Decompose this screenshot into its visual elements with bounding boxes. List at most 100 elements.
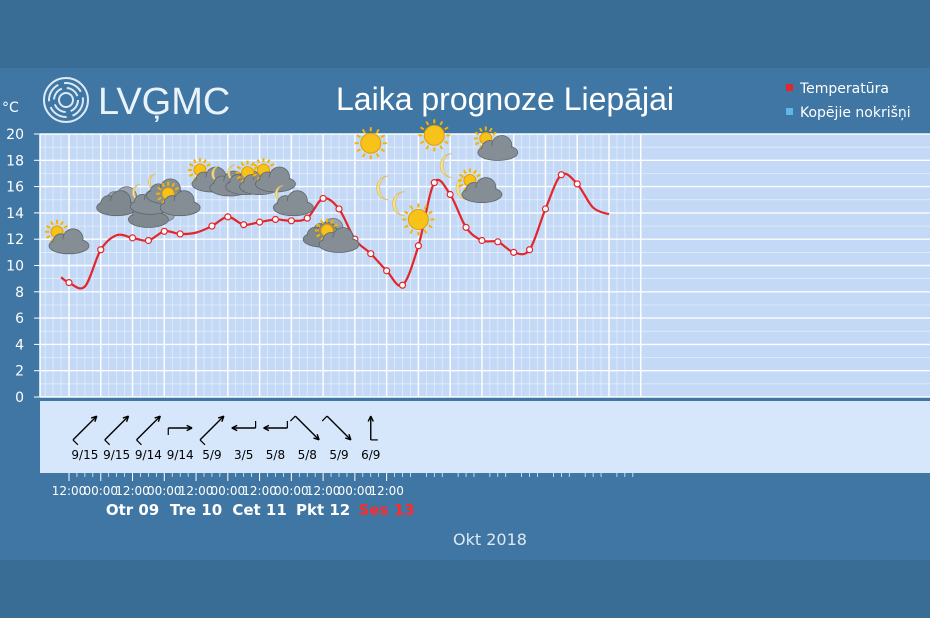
temperature-point (160, 227, 168, 235)
temperature-point (144, 236, 153, 245)
day-label: Otr 09 (106, 501, 159, 519)
wind-indicator: 9/15 (103, 415, 130, 462)
moon-icon (376, 175, 389, 201)
logo-swirl-icon (43, 77, 89, 123)
temperature-point (398, 281, 407, 289)
y-tick-label: 16 (6, 180, 24, 196)
temperature-point (573, 180, 581, 188)
temperature-point (446, 190, 454, 199)
sun-icon (418, 119, 451, 152)
partly-cloudy-day-icon (473, 126, 519, 161)
wind-indicator: 6/9 (361, 415, 380, 462)
legend-swatch-temperature (786, 84, 793, 91)
temperature-point (414, 242, 423, 250)
temperature-point (383, 267, 391, 275)
moon-shape (392, 191, 405, 217)
wind-speed-label: 9/14 (135, 448, 162, 462)
temperature-point (97, 246, 105, 254)
sun-shape (418, 119, 451, 152)
temperature-markers (65, 171, 581, 289)
y-tick-label: 2 (15, 364, 24, 380)
day-label: Tre 10 (170, 501, 222, 519)
y-axis-ticks: 0 2 4 6 8 10 12 14 16 18 20 (6, 127, 40, 406)
partly-cloudy-day-icon (314, 218, 360, 253)
y-tick-label: 4 (15, 337, 24, 353)
legend-swatch-precipitation (786, 108, 793, 115)
wind-arrow-icon (326, 415, 352, 441)
wind-arrow-icon (104, 415, 130, 441)
logo-text: LVĢMC (98, 81, 230, 123)
partly-cloudy-day-icon (45, 219, 90, 255)
wind-speed-label: 5/8 (266, 448, 285, 462)
moon-shape (376, 175, 389, 201)
y-axis-unit: °C (2, 100, 19, 116)
sun-shape (402, 203, 435, 236)
wind-speed-label: 5/9 (202, 448, 221, 462)
wind-speed-label: 9/14 (167, 448, 194, 462)
moon-icon (392, 191, 405, 217)
temperature-point (255, 218, 264, 226)
cloud-shape (96, 190, 138, 217)
legend: Temperatūra Kopējie nokrišņi (786, 81, 911, 121)
x-tick-label: 12:00 (115, 484, 150, 498)
partly-cloudy-day-icon (457, 168, 503, 203)
lvgmc-logo[interactable]: LVĢMC (43, 77, 230, 123)
cloud-shape (318, 227, 360, 253)
x-tick-label: 12:00 (306, 484, 341, 498)
y-tick-label: 18 (6, 153, 24, 169)
legend-label-temperature: Temperatūra (799, 81, 889, 97)
temperature-point (208, 222, 216, 230)
wind-indicator: 5/8 (263, 421, 288, 462)
overcast-icon (96, 186, 144, 217)
temperature-point (557, 171, 565, 179)
temperature-point (494, 238, 502, 246)
sun-icon (354, 127, 387, 160)
cloud-shape (48, 228, 90, 255)
cloud-shape (461, 177, 503, 203)
x-tick-label: 12:00 (369, 484, 404, 498)
y-tick-label: 8 (15, 285, 24, 301)
temperature-point (224, 213, 232, 221)
moon-icon (439, 153, 453, 178)
temperature-point (462, 223, 470, 231)
weather-icons (45, 119, 519, 255)
wind-indicator: 5/9 (321, 415, 352, 462)
temperature-point (525, 246, 534, 254)
wind-speed-label: 3/5 (234, 448, 253, 462)
wind-speed-label: 9/15 (103, 448, 130, 462)
temperature-point (367, 250, 375, 258)
sun-icon (402, 203, 435, 236)
x-tick-label: 00:00 (338, 484, 373, 498)
temperature-point (510, 248, 518, 256)
x-axis: 12:0000:0012:0000:0012:0000:0012:0000:00… (52, 473, 634, 549)
wind-indicator: 5/8 (289, 415, 320, 462)
x-tick-label: 12:00 (52, 484, 87, 498)
forecast-chart: LVĢMC Laika prognoze Liepājai Temperatūr… (2, 77, 930, 549)
sun-shape (354, 127, 387, 160)
x-tick-label: 12:00 (179, 484, 214, 498)
wind-area (40, 401, 930, 473)
wind-indicator: 9/15 (71, 415, 98, 462)
temperature-point (303, 214, 311, 222)
y-tick-label: 10 (6, 259, 24, 275)
temperature-point (65, 278, 73, 287)
y-tick-label: 20 (6, 127, 24, 143)
page-title: Laika prognoze Liepājai (336, 81, 674, 117)
wind-indicator: 9/14 (135, 415, 162, 462)
wind-arrow-icon (294, 415, 320, 441)
y-tick-label: 6 (15, 311, 24, 327)
x-tick-label: 00:00 (147, 484, 182, 498)
temperature-point (541, 205, 550, 213)
wind-arrow-icon (72, 415, 98, 441)
y-tick-label: 0 (15, 390, 24, 406)
partly-cloudy-night-icon (272, 185, 314, 217)
cloud-shape (272, 190, 314, 217)
wind-indicator: 5/9 (199, 415, 225, 462)
wind-speed-label: 9/15 (71, 448, 98, 462)
wind-arrow-icon (136, 415, 161, 441)
x-tick-label: 00:00 (274, 484, 309, 498)
temperature-point (128, 234, 137, 242)
temperature-point (287, 217, 295, 225)
wind-speed-label: 6/9 (361, 448, 380, 462)
temperature-point (478, 236, 486, 245)
